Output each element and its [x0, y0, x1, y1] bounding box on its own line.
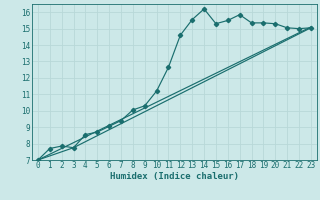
X-axis label: Humidex (Indice chaleur): Humidex (Indice chaleur) — [110, 172, 239, 181]
